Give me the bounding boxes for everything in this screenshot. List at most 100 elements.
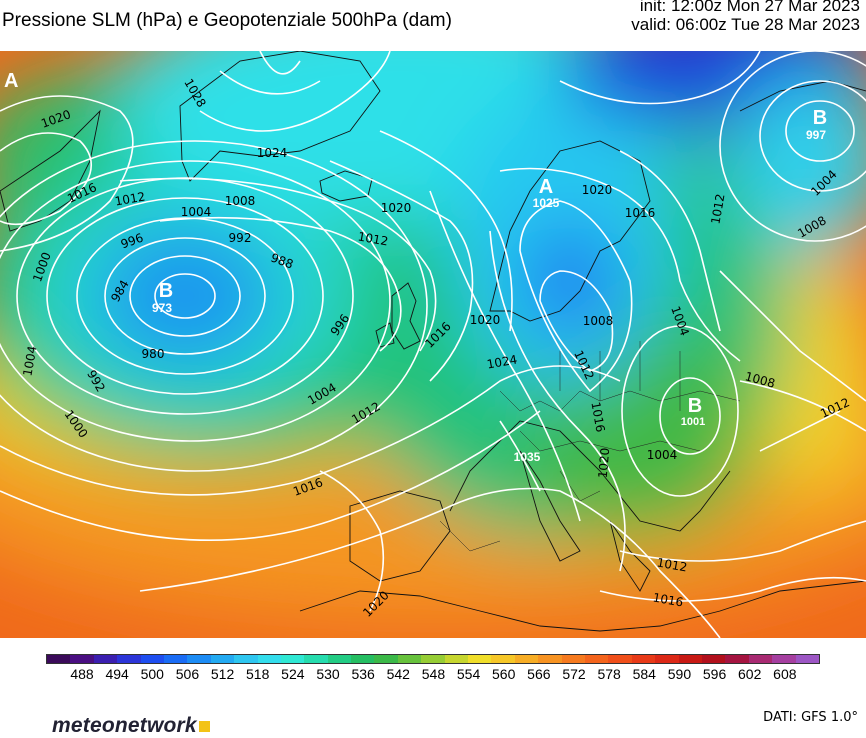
colorbar-tick-label: 584 (632, 666, 656, 682)
svg-text:A: A (539, 176, 553, 198)
brand-square-icon (198, 721, 210, 732)
colorbar-swatch (351, 655, 375, 663)
brand-logo: meteonetwork (52, 714, 210, 738)
isobar-label: 1020 (381, 201, 412, 215)
isobar-label: 1012 (656, 555, 689, 574)
colorbar-swatch (257, 655, 281, 663)
colorbar-swatch (631, 655, 656, 663)
colorbar-swatch (491, 655, 515, 663)
svg-text:1020: 1020 (381, 201, 412, 215)
colorbar-tick-label: 548 (421, 666, 446, 682)
colorbar-swatch (140, 655, 164, 663)
brand-name: meteonetwork (52, 714, 197, 737)
svg-text:973: 973 (152, 301, 172, 315)
svg-text:1001: 1001 (681, 416, 705, 428)
svg-text:1004: 1004 (647, 448, 678, 462)
colorbar-tick-label: 524 (281, 666, 305, 682)
svg-text:1020: 1020 (582, 183, 613, 197)
colorbar-tick-label: 566 (527, 666, 551, 682)
isobar-label: 1008 (583, 314, 614, 328)
svg-text:1004: 1004 (20, 345, 39, 378)
svg-text:980: 980 (142, 347, 165, 361)
svg-text:1025: 1025 (533, 196, 560, 210)
colorbar-swatch (468, 655, 492, 663)
isobar-label: 1012 (357, 229, 390, 248)
valid-time: valid: 06:00z Tue 28 Mar 2023 (631, 15, 860, 34)
svg-text:A: A (4, 70, 18, 92)
colorbar-tick-label: 536 (351, 666, 375, 682)
isobar-label: 1004 (20, 345, 39, 378)
low-centre: B 973 (152, 280, 173, 315)
isobar-label: 1004 (181, 205, 212, 219)
colorbar-swatch (561, 655, 585, 663)
isobar-labels: 1020 1028 1024 1016 1012 1008 1004 1020 … (20, 76, 851, 619)
isobar-label: 1020 (470, 313, 501, 327)
isobar-label: 1012 (114, 189, 147, 208)
weather-map: 1020 1028 1024 1016 1012 1008 1004 1020 … (0, 51, 866, 638)
colorbar-tick-label: 572 (562, 666, 586, 682)
colorbar-swatch (327, 655, 352, 663)
isobar-label: 1024 (257, 146, 288, 160)
colorbar-swatch (163, 655, 188, 663)
svg-text:1035: 1035 (514, 450, 541, 464)
svg-text:997: 997 (806, 128, 826, 142)
colorbar-tick-label: 494 (105, 666, 129, 682)
colorbar-tick-label: 602 (738, 666, 762, 682)
isobar-label: 1008 (225, 194, 256, 208)
svg-text:1016: 1016 (652, 590, 685, 609)
isobar-label: 980 (142, 347, 165, 361)
high-centre: A (4, 70, 18, 92)
svg-text:1024: 1024 (486, 352, 519, 371)
colorbar-swatch (772, 655, 796, 663)
low-centre: B 997 (806, 107, 827, 142)
high-centre: 1035 (514, 450, 541, 464)
colorbar-swatch (421, 655, 445, 663)
map-canvas: 1020 1028 1024 1016 1012 1008 1004 1020 … (0, 51, 866, 638)
colorbar-swatch (748, 655, 773, 663)
colorbar-swatch (47, 655, 71, 663)
pressure-centres: A B 997 A 1025 B 973 B 1001 (4, 70, 827, 464)
run-info: init: 12:00z Mon 27 Mar 2023 valid: 06:0… (631, 0, 860, 34)
high-centre: A 1025 (533, 176, 560, 210)
svg-text:1020: 1020 (596, 447, 613, 479)
colorbar-tick-label: 560 (492, 666, 516, 682)
svg-text:1008: 1008 (583, 314, 614, 328)
colorbar-tick-label: 506 (175, 666, 200, 682)
colorbar-swatch (608, 655, 632, 663)
svg-text:1024: 1024 (257, 146, 288, 160)
colorbar-swatch (234, 655, 258, 663)
geopotential-field (0, 51, 866, 638)
colorbar-tick-label: 530 (316, 666, 340, 682)
colorbar-swatch (93, 655, 118, 663)
isobar-label: 1016 (625, 206, 656, 220)
svg-text:1008: 1008 (225, 194, 256, 208)
svg-text:1020: 1020 (470, 313, 501, 327)
isobar-label: 1012 (708, 193, 727, 226)
svg-text:1016: 1016 (588, 401, 607, 434)
colorbar-swatch (210, 655, 235, 663)
colorbar-tick-label: 596 (702, 666, 727, 682)
isobar-label: 1024 (486, 352, 519, 371)
colorbar-tick-labels: 488 494 500 506 512 518 524 530 536 542 548 554 560 5… (46, 666, 820, 684)
colorbar-swatch (655, 655, 679, 663)
colorbar-swatch (514, 655, 539, 663)
low-centre: B 1001 (681, 395, 705, 428)
colorbar-tick-label: 488 (70, 666, 94, 682)
init-time: init: 12:00z Mon 27 Mar 2023 (639, 0, 860, 15)
isobar-label: 992 (229, 231, 252, 245)
isobars (0, 51, 866, 638)
isobar-label: 1016 (588, 401, 607, 434)
colorbar-swatch (70, 655, 94, 663)
data-source: DATI: GFS 1.0° (763, 710, 858, 725)
colorbar-tick-label: 500 (140, 666, 164, 682)
colorbar-swatch (117, 655, 141, 663)
svg-text:B: B (813, 107, 827, 129)
svg-text:992: 992 (229, 231, 252, 245)
colorbar-swatch (584, 655, 609, 663)
svg-text:1016: 1016 (625, 206, 656, 220)
svg-text:B: B (159, 280, 173, 302)
coastlines (0, 51, 866, 632)
colorbar-tick-label: 542 (386, 666, 410, 682)
colorbar-swatch (280, 655, 305, 663)
svg-text:B: B (688, 395, 702, 417)
